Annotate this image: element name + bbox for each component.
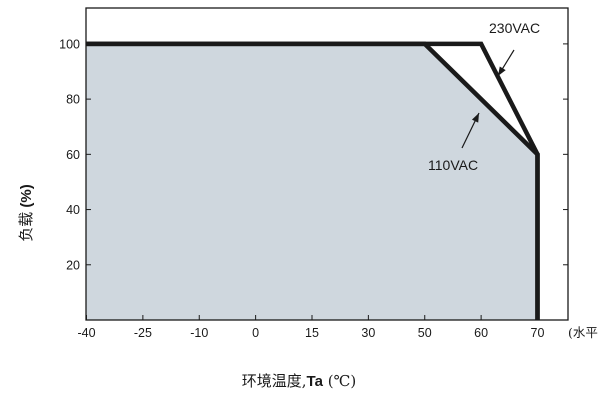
y-axis-label-cn: 负载: [17, 212, 35, 242]
x-axis-ticks: -40 -25 -10 0 15 30 50 60 70: [77, 315, 544, 340]
y-tick-label: 80: [66, 93, 80, 107]
x-tick-label: -25: [134, 326, 152, 340]
series-line-110vac: [86, 41, 540, 320]
x-tick-label: 30: [361, 326, 375, 340]
x-tick-label: 70: [531, 326, 545, 340]
y-axis-ticks: 20 40 60 80 100: [59, 37, 568, 272]
y-axis-label-unit: (%): [18, 184, 35, 212]
y-tick-label: 40: [66, 203, 80, 217]
x-tick-label: 0: [252, 326, 259, 340]
annotations: 230VAC 110VAC: [428, 20, 540, 173]
x-axis-label: 环境温度,Ta (℃): [242, 372, 356, 390]
area-110vac: [86, 43, 538, 321]
annotation-arrowhead: [471, 113, 479, 123]
annotation-arrowhead: [498, 66, 506, 76]
y-tick-label: 20: [66, 258, 80, 272]
x-axis-label-symbol: Ta: [307, 373, 324, 390]
x-unit-note: (水平): [568, 325, 598, 340]
x-tick-label: -40: [77, 326, 95, 340]
y-tick-label: 100: [59, 37, 80, 51]
x-tick-label: 60: [474, 326, 488, 340]
x-tick-label: 15: [305, 326, 319, 340]
y-tick-label: 60: [66, 148, 80, 162]
plot-frame: [85, 7, 569, 321]
y-axis-label: 负载 (%): [17, 184, 35, 242]
x-tick-label: 50: [418, 326, 432, 340]
x-axis-label-unit: (℃): [323, 372, 356, 390]
annotation-label: 230VAC: [489, 20, 540, 36]
x-axis-label-cn: 环境温度,: [242, 372, 307, 390]
x-tick-label: -10: [190, 326, 208, 340]
annotation-label: 110VAC: [428, 157, 478, 173]
